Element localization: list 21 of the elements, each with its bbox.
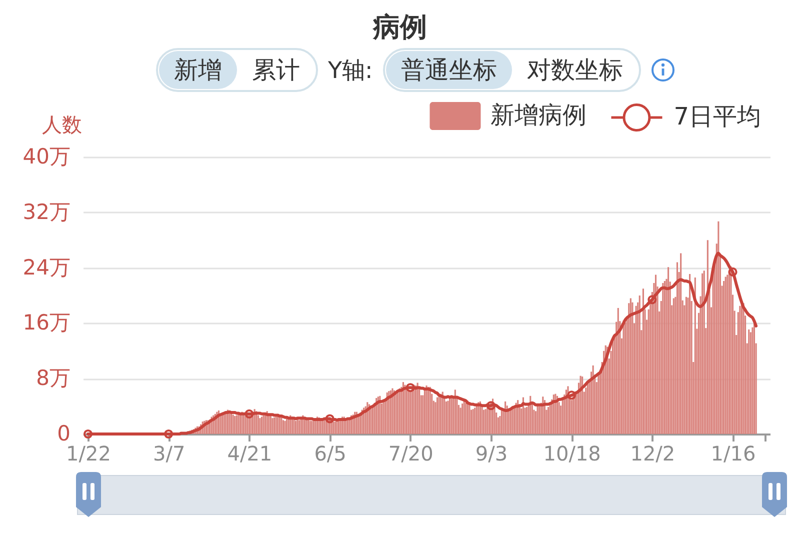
x-tick-label: 7/20 [388, 442, 434, 466]
x-tick-label: 9/3 [475, 442, 508, 466]
chart-title: 病例 [372, 11, 428, 44]
y-tick-label: 16万 [22, 310, 70, 335]
x-tick-label: 6/5 [314, 442, 346, 466]
x-tick-label: 10/18 [543, 442, 601, 466]
y-tick-label: 40万 [22, 144, 70, 168]
text: Y轴: [328, 56, 373, 86]
legend-label: 新增病例 [490, 101, 587, 129]
x-tick-label: 3/7 [153, 442, 186, 466]
segmented-control: 新增 累计 [156, 48, 318, 92]
x-tick-label: 12/2 [630, 442, 676, 466]
line-series [86, 252, 758, 436]
legend-label: 7日平均 [674, 102, 762, 130]
x-tick-label: 4/21 [227, 442, 272, 466]
segmented-control: 普通坐标 对数坐标 [382, 48, 641, 92]
y-tick-label: 8万 [36, 366, 70, 390]
y-axis-title: 人数 [42, 112, 82, 136]
x-tick-label: 1/16 [710, 442, 756, 466]
y-tick-label: 32万 [22, 200, 70, 224]
y-tick-label: 24万 [22, 255, 70, 280]
